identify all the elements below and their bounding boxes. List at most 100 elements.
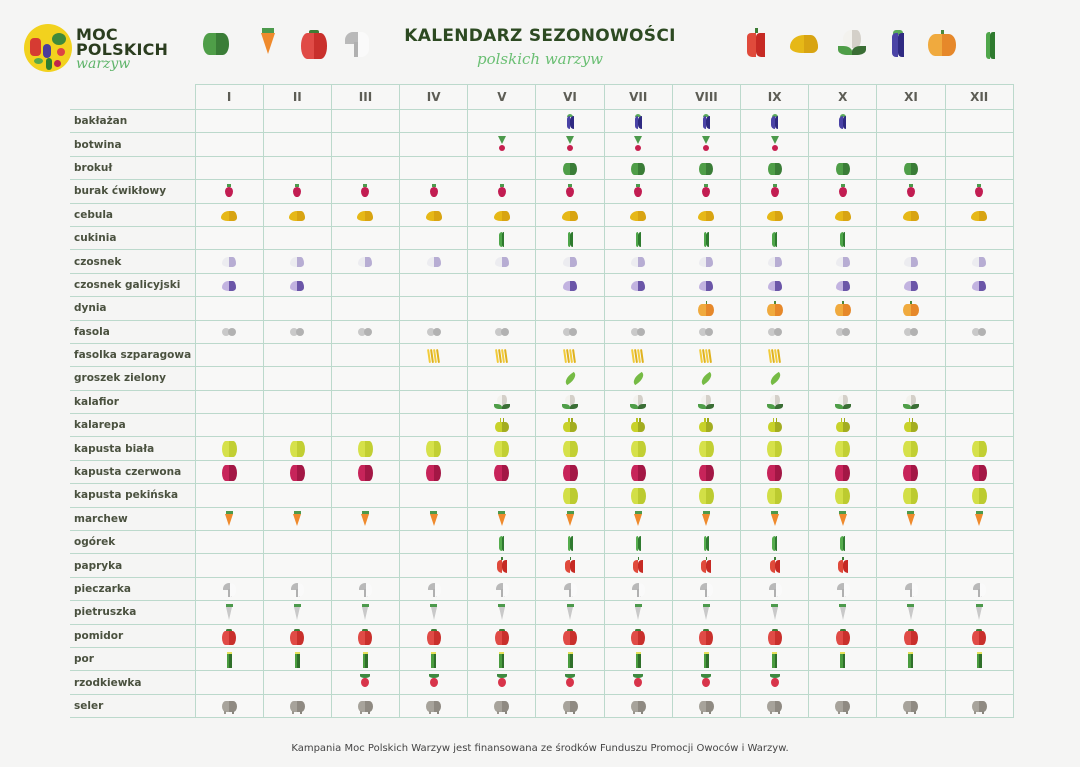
season-cell (603, 483, 673, 508)
onion-icon (696, 207, 716, 225)
season-cell (330, 389, 401, 415)
cauliflower-icon (834, 28, 870, 60)
cauliflower-icon (696, 394, 716, 412)
beet-greens-icon (628, 136, 648, 154)
month-header-vii: VII (603, 84, 673, 110)
vegetable-label: marchew (70, 506, 196, 532)
table-row: kapusta biała (70, 436, 1014, 461)
vegetable-label: rzodkiewka (70, 670, 196, 695)
month-header-x: X (808, 84, 878, 110)
vegetable-label: pietruszka (70, 600, 196, 625)
season-cell (194, 202, 264, 227)
season-cell (671, 576, 742, 602)
season-cell (262, 132, 332, 157)
leek-icon (696, 651, 716, 669)
season-cell (467, 272, 537, 298)
season-cell (262, 693, 332, 719)
season-cell (535, 483, 605, 508)
vegetable-label: czosnek (70, 249, 196, 274)
season-cell (671, 202, 742, 227)
season-cell (535, 670, 605, 695)
season-cell (535, 155, 605, 181)
season-cell (399, 436, 469, 461)
cabbage-white-icon (355, 440, 375, 458)
season-cell (194, 693, 264, 719)
season-cell (330, 272, 401, 298)
mushroom-icon (628, 581, 648, 599)
season-cell (194, 155, 264, 181)
season-cell (535, 693, 605, 719)
onion-icon (424, 207, 444, 225)
table-row: fasola (70, 319, 1014, 344)
season-cell (603, 670, 673, 695)
season-cell (944, 132, 1014, 157)
bean-icon (969, 323, 989, 341)
month-header-ii: II (262, 84, 332, 110)
celeriac-icon (355, 698, 375, 716)
season-cell (739, 600, 810, 625)
zucchini-icon (492, 230, 512, 248)
beet-icon (492, 183, 512, 201)
season-cell (194, 272, 264, 298)
tomato-icon (969, 628, 989, 646)
parsley-root-icon (560, 604, 580, 622)
pumpkin-icon (924, 28, 960, 60)
celeriac-icon (424, 698, 444, 716)
season-cell (399, 576, 469, 602)
season-cell (944, 600, 1014, 625)
mushroom-icon (696, 581, 716, 599)
beet-greens-icon (765, 136, 785, 154)
season-cell (671, 483, 742, 508)
cabbage-red-icon (833, 464, 853, 482)
cabbage-red-icon (560, 464, 580, 482)
season-cell (808, 249, 878, 274)
pepper-icon (833, 557, 853, 575)
parsley-root-icon (492, 604, 512, 622)
season-cell (603, 413, 673, 438)
season-cell (603, 108, 673, 134)
season-cell (467, 225, 537, 251)
season-cell (535, 600, 605, 625)
beet-icon (628, 183, 648, 201)
celeriac-icon (901, 698, 921, 716)
season-cell (739, 413, 810, 438)
season-cell (944, 366, 1014, 391)
celeriac-icon (287, 698, 307, 716)
season-cell (876, 319, 946, 344)
season-cell (399, 459, 469, 485)
season-cell (739, 436, 810, 461)
pumpkin-icon (901, 300, 921, 318)
season-cell (330, 366, 401, 391)
season-cell (535, 319, 605, 344)
vegetable-label: pomidor (70, 623, 196, 648)
mushroom-icon (287, 581, 307, 599)
pepper-icon (765, 557, 785, 575)
season-cell (739, 366, 810, 391)
onion-icon (560, 207, 580, 225)
pepper-icon (628, 557, 648, 575)
season-cell (671, 296, 742, 321)
season-cell (535, 366, 605, 391)
table-row: por (70, 646, 1014, 672)
brand-logo-icon (24, 24, 72, 72)
green-beans-icon (560, 347, 580, 365)
bean-icon (628, 323, 648, 341)
beet-greens-icon (696, 136, 716, 154)
season-cell (671, 506, 742, 532)
cucumber-icon (560, 534, 580, 552)
season-cell (467, 483, 537, 508)
season-cell (535, 342, 605, 368)
season-cell (194, 670, 264, 695)
season-cell (535, 413, 605, 438)
table-row: brokuł (70, 155, 1014, 181)
cabbage-chinese-icon (901, 487, 921, 505)
zucchini-icon (560, 230, 580, 248)
season-cell (399, 483, 469, 508)
zucchini-icon (972, 28, 1008, 60)
tomato-icon (901, 628, 921, 646)
season-cell (671, 319, 742, 344)
season-cell (467, 459, 537, 485)
season-cell (330, 576, 401, 602)
season-cell (262, 272, 332, 298)
season-cell (671, 553, 742, 578)
